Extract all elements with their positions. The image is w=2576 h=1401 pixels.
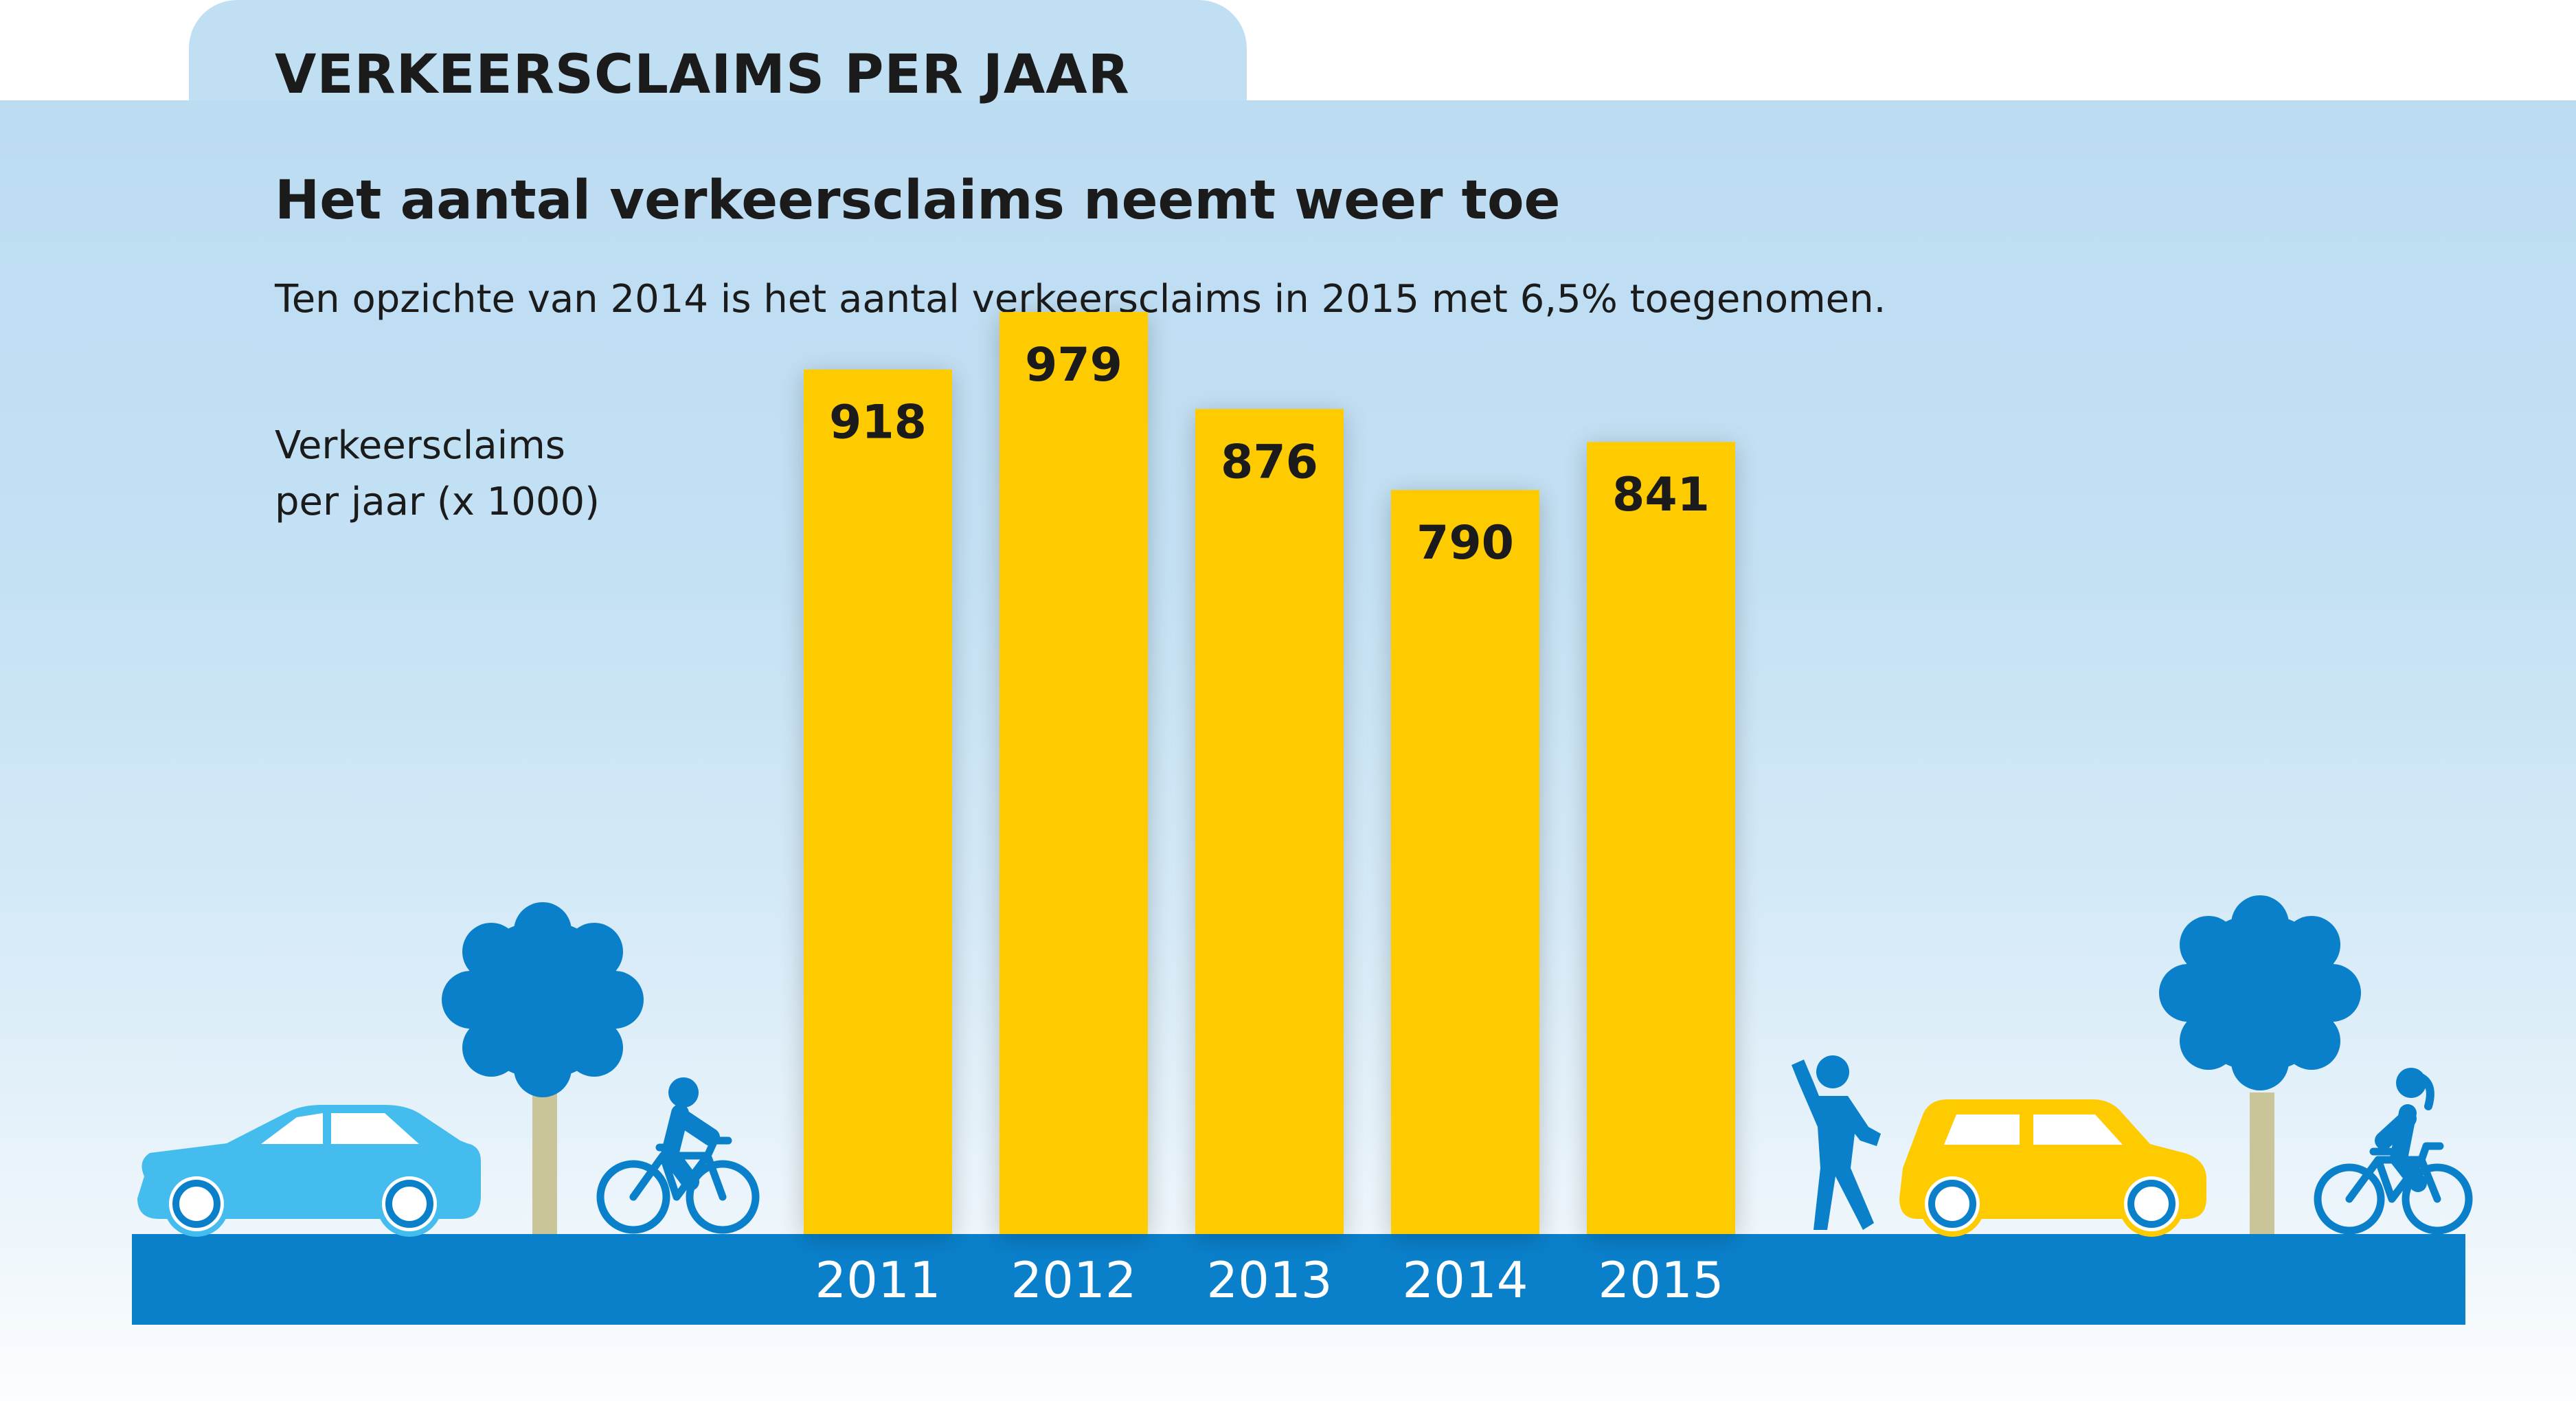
y-axis-label-line-1: Verkeersclaims bbox=[275, 423, 565, 468]
car-icon bbox=[137, 1105, 481, 1237]
data-label-2012: 979 bbox=[1025, 338, 1122, 392]
data-label-2014: 790 bbox=[1416, 516, 1514, 570]
tree-icon bbox=[442, 902, 644, 1234]
bar-2015 bbox=[1587, 442, 1735, 1235]
x-tick-2012: 2012 bbox=[1010, 1251, 1136, 1309]
x-tick-2015: 2015 bbox=[1598, 1251, 1724, 1309]
y-axis-label: Verkeersclaims per jaar (x 1000) bbox=[275, 418, 600, 530]
tab-title: VERKEERSCLAIMS PER JAAR bbox=[275, 44, 1130, 106]
data-label-2015: 841 bbox=[1612, 468, 1710, 522]
bar-2013 bbox=[1195, 409, 1344, 1234]
data-labels-group: 918 979 876 790 841 bbox=[829, 338, 1710, 570]
bar-2011 bbox=[804, 369, 952, 1234]
cyclist-icon bbox=[2314, 1068, 2473, 1235]
x-tick-labels-group: 2011 2012 2013 2014 2015 bbox=[815, 1251, 1724, 1309]
data-label-2013: 876 bbox=[1221, 435, 1318, 489]
bar-2012 bbox=[999, 312, 1148, 1234]
header-tab bbox=[189, 0, 1247, 110]
bar-2014 bbox=[1391, 490, 1539, 1234]
road-band bbox=[132, 1234, 2465, 1325]
tree-icon bbox=[2159, 895, 2361, 1234]
cyclist-icon bbox=[596, 1077, 760, 1234]
x-tick-2014: 2014 bbox=[1402, 1251, 1528, 1309]
chart-headline: Het aantal verkeersclaims neemt weer toe bbox=[275, 170, 1561, 232]
pedestrian-icon bbox=[1792, 1055, 1881, 1230]
data-label-2011: 918 bbox=[829, 396, 927, 450]
x-tick-2013: 2013 bbox=[1206, 1251, 1332, 1309]
y-axis-label-line-2: per jaar (x 1000) bbox=[275, 480, 600, 524]
bars-group bbox=[804, 312, 1735, 1235]
x-tick-2011: 2011 bbox=[815, 1251, 940, 1309]
yellow-car-icon bbox=[1899, 1099, 2206, 1237]
